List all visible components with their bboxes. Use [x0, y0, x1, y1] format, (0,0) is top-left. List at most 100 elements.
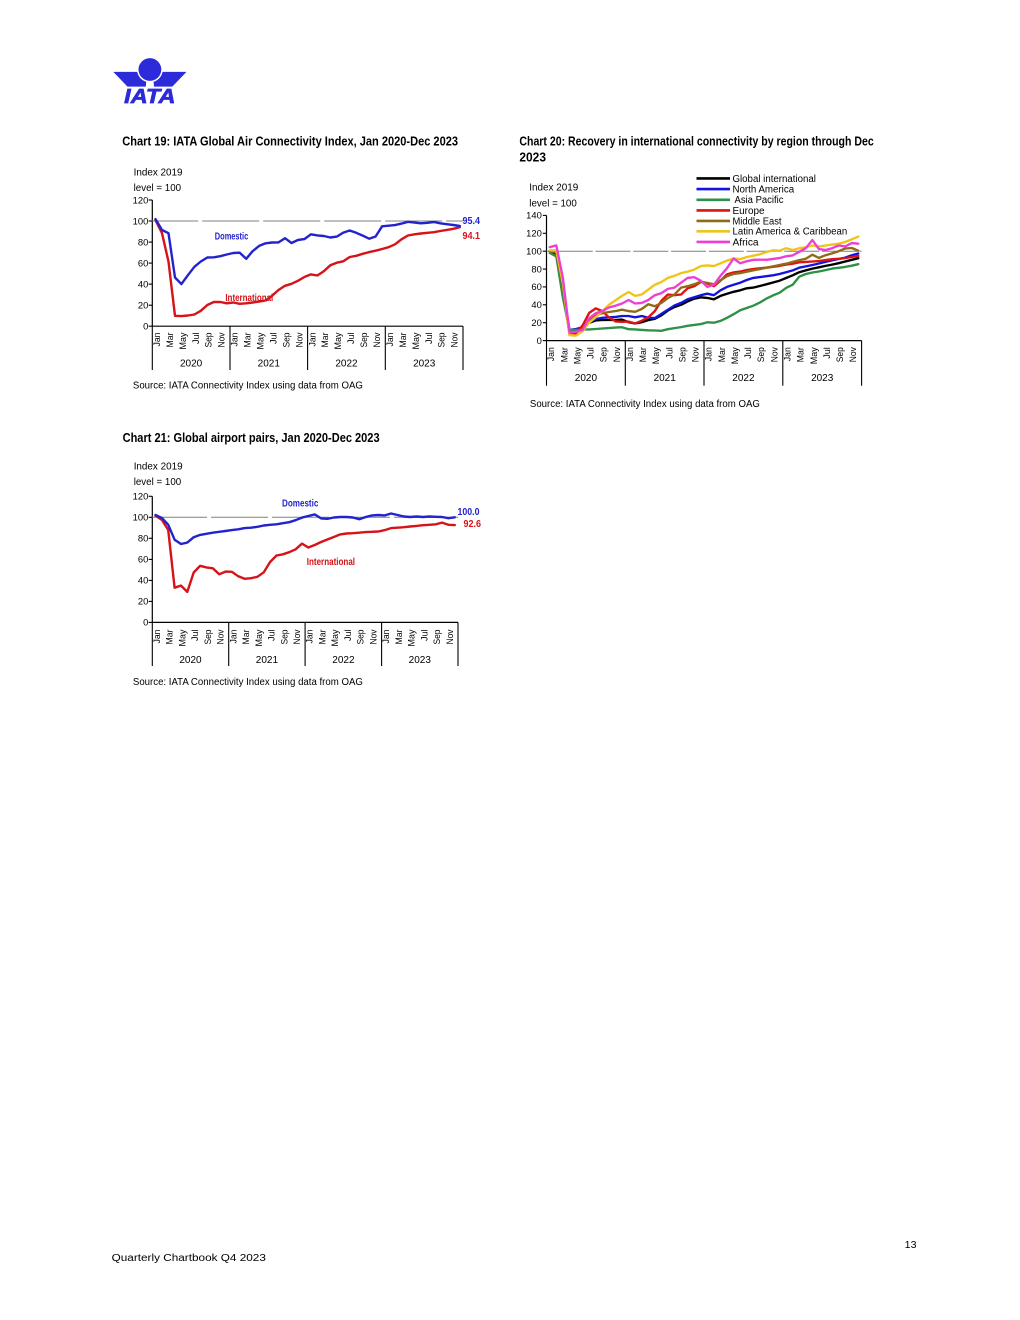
svg-text:Chart 19: IATA Global Air Conn: Chart 19: IATA Global Air Connectivity I…	[122, 134, 458, 149]
svg-text:level = 100: level = 100	[134, 183, 182, 194]
svg-text:Mar: Mar	[795, 347, 806, 362]
svg-text:2022: 2022	[732, 373, 755, 384]
svg-text:North America: North America	[733, 185, 795, 196]
svg-text:Jan: Jan	[703, 347, 714, 361]
svg-text:20: 20	[138, 596, 148, 607]
svg-text:Jul: Jul	[189, 630, 200, 642]
svg-text:May: May	[176, 629, 187, 646]
svg-text:0: 0	[143, 321, 148, 332]
svg-text:40: 40	[531, 299, 541, 310]
svg-text:Chart 20: Recovery in internat: Chart 20: Recovery in international conn…	[519, 134, 873, 149]
svg-text:Source: IATA Connectivity Inde: Source: IATA Connectivity Index using da…	[530, 399, 760, 410]
svg-text:May: May	[571, 347, 582, 364]
svg-text:Jul: Jul	[418, 630, 429, 642]
svg-text:Sep: Sep	[202, 630, 213, 645]
svg-text:Latin America & Caribbean: Latin America & Caribbean	[733, 227, 848, 238]
svg-text:Sep: Sep	[431, 630, 442, 645]
svg-text:Nov: Nov	[293, 332, 304, 347]
svg-text:Jul: Jul	[345, 333, 356, 345]
svg-text:Nov: Nov	[690, 347, 701, 362]
svg-text:Mar: Mar	[319, 333, 330, 348]
svg-text:Nov: Nov	[768, 347, 779, 362]
svg-text:Quarterly Chartbook Q4 2023: Quarterly Chartbook Q4 2023	[112, 1253, 267, 1264]
svg-text:100: 100	[133, 215, 149, 226]
svg-text:Sep: Sep	[278, 630, 289, 645]
svg-text:Mar: Mar	[558, 347, 569, 362]
svg-text:Nov: Nov	[611, 347, 622, 362]
svg-text:2020: 2020	[180, 359, 203, 370]
svg-text:Jul: Jul	[342, 630, 353, 642]
svg-text:Sep: Sep	[677, 347, 688, 362]
svg-text:Middle East: Middle East	[733, 216, 782, 227]
svg-text:2023: 2023	[519, 150, 546, 165]
svg-text:Jan: Jan	[624, 347, 635, 361]
svg-text:Source: IATA Connectivity Inde: Source: IATA Connectivity Index using da…	[133, 677, 363, 688]
svg-text:2023: 2023	[811, 373, 834, 384]
svg-text:Nov: Nov	[291, 629, 302, 644]
svg-text:Sep: Sep	[834, 347, 845, 362]
svg-text:Mar: Mar	[164, 630, 175, 645]
svg-text:2022: 2022	[332, 655, 355, 666]
svg-text:95.4: 95.4	[463, 216, 481, 227]
svg-text:92.6: 92.6	[464, 519, 482, 530]
svg-text:May: May	[255, 332, 266, 349]
svg-text:60: 60	[138, 257, 148, 268]
svg-text:Domestic: Domestic	[282, 499, 319, 510]
svg-text:80: 80	[138, 533, 148, 544]
svg-text:2020: 2020	[179, 655, 202, 666]
svg-text:Jul: Jul	[266, 630, 277, 642]
svg-text:Sep: Sep	[358, 333, 369, 348]
svg-text:level = 100: level = 100	[529, 199, 577, 210]
svg-text:Source: IATA Connectivity Inde: Source: IATA Connectivity Index using da…	[133, 380, 363, 391]
svg-text:Jul: Jul	[663, 347, 674, 359]
svg-text:Nov: Nov	[371, 332, 382, 347]
svg-text:Index 2019: Index 2019	[134, 462, 183, 473]
svg-text:May: May	[253, 629, 264, 646]
svg-text:Jan: Jan	[151, 630, 162, 644]
svg-text:Mar: Mar	[393, 630, 404, 645]
svg-text:2023: 2023	[413, 359, 436, 370]
svg-text:2023: 2023	[409, 655, 432, 666]
svg-text:Jan: Jan	[304, 630, 315, 644]
svg-text:Sep: Sep	[598, 347, 609, 362]
svg-text:Nov: Nov	[367, 629, 378, 644]
svg-text:Index 2019: Index 2019	[134, 168, 183, 179]
svg-text:Nov: Nov	[444, 629, 455, 644]
svg-text:100: 100	[133, 512, 149, 523]
svg-text:International: International	[307, 557, 355, 568]
svg-text:2020: 2020	[575, 373, 598, 384]
svg-text:80: 80	[531, 263, 541, 274]
svg-text:0: 0	[537, 335, 542, 346]
svg-text:Jan: Jan	[306, 333, 317, 347]
svg-text:Nov: Nov	[216, 332, 227, 347]
svg-text:80: 80	[138, 236, 148, 247]
svg-text:13: 13	[905, 1240, 917, 1251]
svg-text:Index 2019: Index 2019	[529, 183, 578, 194]
svg-text:20: 20	[531, 317, 541, 328]
svg-text:2021: 2021	[256, 655, 279, 666]
svg-text:Jan: Jan	[229, 333, 240, 347]
svg-text:Jul: Jul	[821, 347, 832, 359]
svg-text:0: 0	[143, 617, 148, 628]
svg-text:Nov: Nov	[847, 347, 858, 362]
svg-text:Jan: Jan	[545, 347, 556, 361]
svg-text:Sep: Sep	[436, 333, 447, 348]
svg-text:40: 40	[138, 575, 148, 586]
svg-text:Domestic: Domestic	[215, 231, 249, 242]
svg-text:Jan: Jan	[380, 630, 391, 644]
svg-text:Global international: Global international	[733, 174, 816, 185]
svg-text:May: May	[329, 629, 340, 646]
svg-text:Mar: Mar	[164, 333, 175, 348]
svg-text:60: 60	[531, 281, 541, 292]
svg-text:Jan: Jan	[227, 630, 238, 644]
svg-text:Africa: Africa	[733, 237, 760, 248]
svg-text:Sep: Sep	[203, 333, 214, 348]
svg-text:May: May	[406, 629, 417, 646]
svg-text:Jul: Jul	[423, 333, 434, 345]
svg-text:100.0: 100.0	[458, 507, 480, 518]
svg-text:100: 100	[526, 246, 542, 257]
svg-text:120: 120	[133, 194, 149, 205]
svg-text:Jan: Jan	[384, 333, 395, 347]
svg-text:2022: 2022	[335, 359, 358, 370]
svg-text:May: May	[177, 332, 188, 349]
